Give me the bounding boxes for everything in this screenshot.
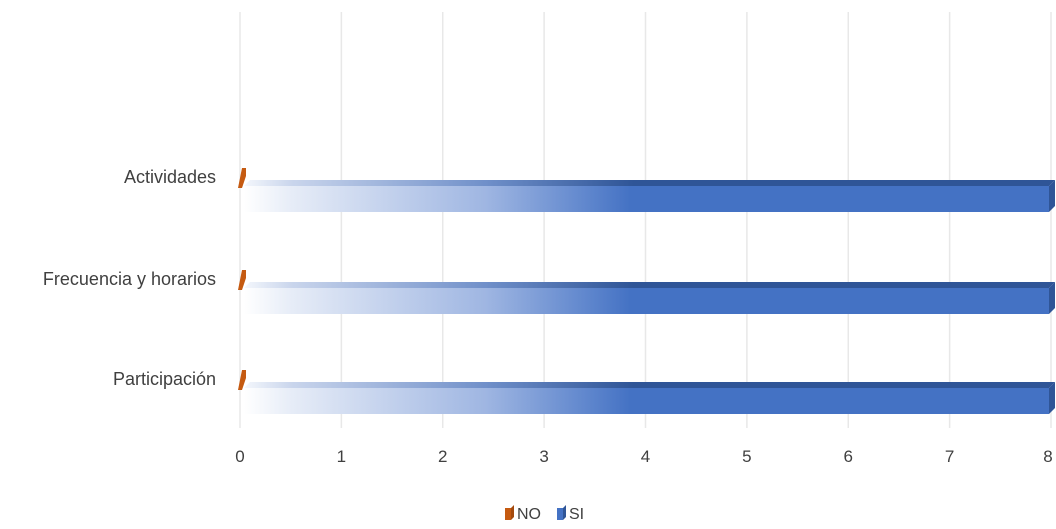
bar-si-side-face [1049,382,1055,414]
category-label-actividades: Actividades [124,167,216,187]
bar-no-frecuencia-y-horarios [238,270,246,290]
x-tick-label-6: 6 [844,447,853,466]
category-label-frecuencia-y-horarios: Frecuencia y horarios [43,269,216,289]
bar-no-actividades [238,168,246,188]
bar-si-top-face [244,180,1055,186]
gridlines [239,12,1052,428]
bar-si-participacion [244,382,1055,414]
bar-si-front-face [244,186,1049,212]
x-tick-label-0: 0 [235,447,244,466]
bar-si-side-face [1049,180,1055,212]
category-labels: Participación Frecuencia y horarios Activi… [43,167,216,389]
bar-no-participacion [238,370,246,390]
legend-swatch-no [505,505,514,520]
x-tick-label-3: 3 [539,447,548,466]
bar-si-frecuencia-y-horarios [244,282,1055,314]
x-tick-label-2: 2 [438,447,447,466]
bars [238,168,1055,414]
x-tick-label-1: 1 [337,447,346,466]
bar-si-top-face [244,282,1055,288]
legend-label-si: SI [569,506,584,523]
x-tick-label-7: 7 [945,447,954,466]
bar-si-actividades [244,180,1055,212]
legend-label-no: NO [517,506,541,523]
bar-si-top-face [244,382,1055,388]
x-tick-label-5: 5 [742,447,751,466]
legend-swatch-si [557,505,566,520]
bar-si-side-face [1049,282,1055,314]
bar-si-front-face [244,388,1049,414]
x-tick-label-8: 8 [1043,447,1052,466]
legend: NO SI [505,505,584,523]
category-label-participacion: Participación [113,369,216,389]
bar-si-front-face [244,288,1049,314]
x-axis-ticks: 0 1 2 3 4 5 6 7 8 [235,447,1052,466]
x-tick-label-4: 4 [641,447,650,466]
